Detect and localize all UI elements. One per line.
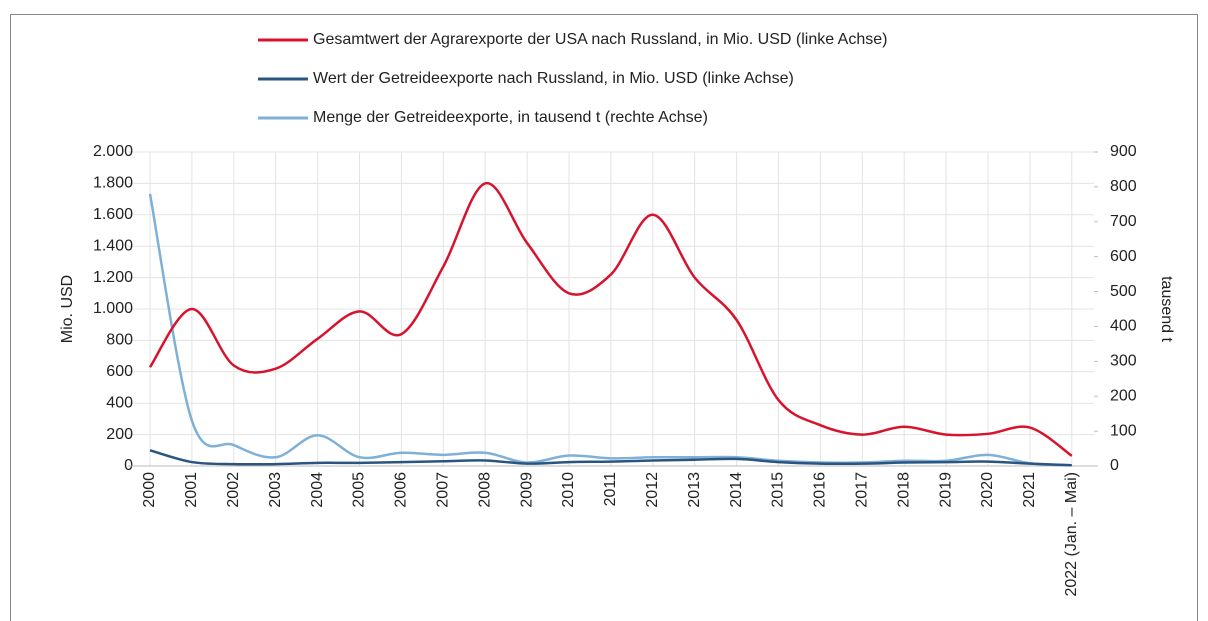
x-tick-label: 2011: [602, 472, 619, 507]
y2-tick-label: 200: [1110, 387, 1137, 404]
legend-label: Gesamtwert der Agrarexporte der USA nach…: [313, 31, 887, 48]
chart-frame: [10, 14, 1198, 621]
x-tick-label: 2012: [644, 472, 661, 508]
x-tick-label: 2004: [309, 472, 326, 508]
y-tick-label: 1.400: [93, 237, 133, 254]
x-tick-label: 2003: [267, 472, 284, 508]
x-tick-label: 2022 (Jan. – Mai): [1063, 472, 1080, 597]
x-tick-label: 2015: [770, 472, 787, 508]
x-tick-label: 2016: [812, 472, 829, 508]
x-tick-label: 2021: [1021, 472, 1038, 508]
x-tick-label: 2002: [225, 472, 242, 508]
x-tick-label: 2020: [979, 472, 996, 508]
y2-tick-label: 500: [1110, 283, 1137, 300]
y2-tick-label: 400: [1110, 318, 1137, 335]
y-tick-label: 200: [106, 426, 133, 443]
y2-tick-label: 600: [1110, 248, 1137, 265]
x-tick-label: 2005: [351, 472, 368, 508]
x-tick-label: 2013: [686, 472, 703, 508]
y2-tick-label: 100: [1110, 422, 1137, 439]
x-tick-label: 2007: [435, 472, 452, 508]
y-tick-label: 1.600: [93, 206, 133, 223]
y-tick-label: 400: [106, 394, 133, 411]
x-tick-label: 2000: [141, 472, 158, 508]
y-tick-label: 1.200: [93, 269, 133, 286]
y2-tick-label: 700: [1110, 213, 1137, 230]
y2-tick-label: 900: [1110, 143, 1137, 160]
legend-label: Menge der Getreideexporte, in tausend t …: [313, 109, 708, 126]
y2-axis-label: tausend t: [1158, 276, 1175, 342]
y-tick-label: 800: [106, 332, 133, 349]
x-tick-label: 2006: [393, 472, 410, 508]
x-tick-label: 2014: [728, 472, 745, 508]
y-axis-label: Mio. USD: [59, 275, 76, 343]
y2-tick-label: 800: [1110, 178, 1137, 195]
x-tick-label: 2001: [183, 472, 200, 508]
x-tick-label: 2009: [518, 472, 535, 508]
series-line: [148, 193, 1072, 467]
x-tick-label: 2008: [476, 472, 493, 508]
y-tick-label: 600: [106, 363, 133, 380]
series-line: [148, 182, 1073, 457]
y-tick-label: 1.800: [93, 175, 133, 192]
x-tick-label: 2017: [854, 472, 871, 508]
legend-label: Wert der Getreideexporte nach Russland, …: [313, 70, 794, 87]
x-tick-label: 2010: [560, 472, 577, 508]
y-tick-label: 2.000: [93, 143, 133, 160]
y-tick-label: 1.000: [93, 300, 133, 317]
y2-tick-label: 300: [1110, 353, 1137, 370]
y2-tick-label: 0: [1110, 457, 1119, 474]
series-line: [149, 449, 1072, 467]
x-tick-label: 2019: [937, 472, 954, 508]
x-tick-label: 2018: [895, 472, 912, 508]
